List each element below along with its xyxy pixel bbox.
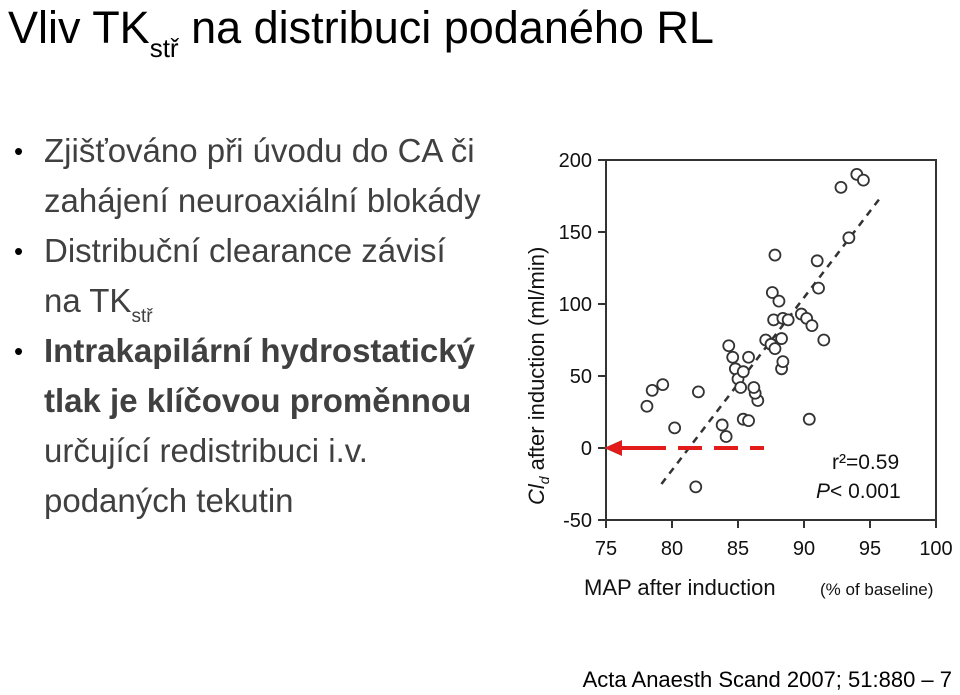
- data-point: [768, 248, 782, 262]
- data-point: [805, 319, 819, 333]
- data-point: [742, 414, 755, 428]
- data-point: [765, 286, 779, 299]
- bullet-text: Zjišťováno při úvodu do CA či zahájení n…: [44, 132, 481, 219]
- data-point: [656, 378, 670, 392]
- data-point: [668, 421, 682, 435]
- red-arrow-icon: [604, 440, 622, 456]
- data-point: [856, 173, 870, 187]
- data-point: [742, 350, 755, 364]
- y-tick-label: 200: [559, 150, 592, 172]
- p-value-label: P< 0.001: [816, 480, 901, 503]
- data-point: [734, 381, 748, 394]
- data-point: [768, 342, 782, 356]
- x-tick-label: 90: [793, 538, 815, 560]
- y-tick-label: 0: [581, 438, 592, 460]
- data-point: [719, 430, 733, 443]
- y-tick-label: 100: [559, 294, 592, 316]
- bullet-text-bold: Intrakapilární hydrostatický tlak je klí…: [44, 332, 475, 419]
- data-point: [812, 281, 825, 295]
- y-axis-label: Cld after induction (ml/min): [524, 247, 552, 505]
- x-tick-label: 85: [727, 538, 749, 560]
- bullet-item: • Intrakapilární hydrostatický tlak je kl…: [14, 326, 484, 526]
- bullet-subscript: stř: [131, 306, 153, 327]
- data-point: [689, 480, 703, 494]
- citation: Acta Anaesth Scand 2007; 51:880 – 7: [582, 667, 952, 692]
- data-point: [726, 350, 740, 364]
- y-axis-subscript: d: [536, 475, 552, 484]
- bullet-dot-icon: •: [14, 336, 24, 366]
- y-axis-label-group: Cld after induction (ml/min): [524, 247, 552, 505]
- y-axis-symbol: Cl: [524, 483, 549, 505]
- x-tick-label: 95: [859, 538, 881, 560]
- data-point: [736, 365, 750, 379]
- bullet-dot-icon: •: [14, 136, 24, 166]
- bullet-item: • Distribuční clearance závisí na TKstř: [14, 226, 484, 326]
- slide-title: Vliv TKstř na distribuci podaného RL: [8, 0, 714, 61]
- r-squared-label: r²=0.59: [832, 451, 899, 474]
- data-point: [781, 313, 795, 327]
- data-point: [842, 231, 856, 245]
- data-point: [810, 254, 824, 268]
- x-axis-unit: (% of baseline): [820, 580, 933, 599]
- bullet-text-tail: určující redistribuci i.v. podaných teku…: [44, 432, 368, 519]
- bullet-list: • Zjišťováno při úvodu do CA či zahájení …: [14, 126, 484, 526]
- p-value-text: < 0.001: [830, 480, 901, 503]
- bullet-item: • Zjišťováno při úvodu do CA či zahájení …: [14, 126, 484, 226]
- data-point: [776, 355, 790, 369]
- data-point: [747, 381, 761, 394]
- data-point: [772, 294, 786, 308]
- p-symbol: P: [816, 480, 830, 503]
- y-axis-text: after induction (ml/min): [524, 247, 549, 471]
- y-tick-label: 50: [570, 366, 592, 388]
- data-point: [802, 412, 816, 426]
- x-tick-label: 75: [595, 538, 617, 560]
- bullet-dot-icon: •: [14, 236, 24, 266]
- data-point: [691, 385, 705, 399]
- title-subscript: stř: [149, 33, 179, 63]
- plot-frame: [605, 159, 937, 521]
- y-tick-label: 150: [559, 222, 592, 244]
- bullet-text: Distribuční clearance závisí na TK: [44, 232, 446, 319]
- title-rest: na distribuci podaného RL: [178, 2, 714, 53]
- data-point: [715, 418, 729, 432]
- data-point: [640, 399, 654, 413]
- data-point: [645, 383, 659, 397]
- x-tick-label: 100: [919, 538, 952, 560]
- y-tick-label: -50: [563, 510, 592, 532]
- data-point: [817, 333, 831, 347]
- scatter-chart: -50 0 50 100 150 200 75 80 85 90 95 100 r²=0.59 P< …: [524, 150, 953, 600]
- regression-line: [660, 196, 882, 485]
- title-main: Vliv TK: [8, 2, 150, 53]
- data-point: [834, 180, 848, 194]
- x-tick-label: 80: [661, 538, 683, 560]
- data-point: [722, 339, 736, 353]
- data-point: [775, 332, 788, 345]
- x-axis-label: MAP after induction: [584, 575, 776, 600]
